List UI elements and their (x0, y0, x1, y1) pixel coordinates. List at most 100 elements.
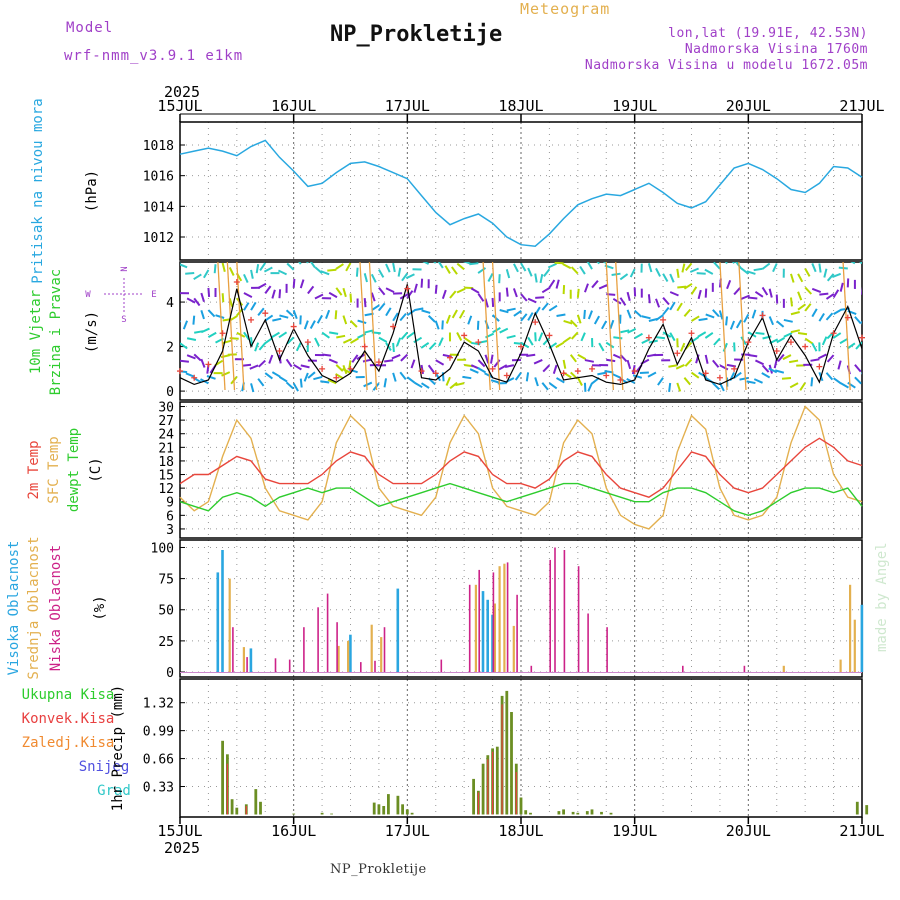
precip-bar-total (585, 811, 589, 815)
wind-barb (647, 263, 653, 273)
wind-barb (655, 267, 661, 277)
wind-barb (300, 364, 310, 369)
wind-barb (271, 371, 281, 378)
wind-barb (406, 376, 416, 384)
wind-streak (359, 262, 368, 391)
wind-barb (598, 342, 605, 352)
wind-barb (321, 353, 332, 357)
pressure-tick-label: 1014 (143, 200, 174, 215)
wind-barb (449, 290, 457, 299)
precip-bar-total (519, 797, 523, 815)
wind-barb (401, 272, 409, 282)
wind-barb (186, 354, 196, 360)
wind-barb (542, 364, 551, 373)
bottom-date-label: 15JUL (157, 822, 202, 840)
wind-barb (563, 319, 573, 325)
wind-barb (285, 381, 294, 390)
pressure-unit: (hPa) (84, 170, 100, 212)
cloud-bar-mid (849, 584, 852, 672)
wind-barb (313, 375, 323, 381)
wind-barb (207, 287, 211, 297)
wind-barb (309, 262, 316, 269)
wind-barb (463, 336, 473, 344)
wind-barb (698, 317, 708, 322)
wind-streak (226, 262, 236, 391)
wind-barb (631, 365, 636, 375)
wind-barb (221, 371, 231, 377)
wind-barb (548, 382, 558, 390)
wind-barb (811, 287, 822, 294)
wind-barb (186, 337, 197, 341)
cloud-bar-low (303, 627, 305, 672)
bottom-date-label: 19JUL (612, 822, 657, 840)
wind-barb (392, 262, 396, 273)
wind-barb (399, 312, 407, 322)
wind-barb (668, 364, 678, 368)
wind-barb (334, 310, 338, 320)
wind-barb (505, 269, 511, 279)
cloud-bar-low (587, 613, 589, 672)
wind-barb (580, 332, 586, 342)
wind-barb (655, 336, 666, 340)
wind-barb (570, 331, 579, 340)
wind-barb (490, 379, 500, 384)
wind-barb (378, 269, 385, 278)
gust-marker (489, 365, 496, 372)
gust-marker (304, 339, 311, 346)
wind-barb (203, 269, 210, 279)
wind-barb (823, 268, 828, 278)
wind-barb (641, 315, 651, 320)
wind-barb (562, 263, 572, 270)
wind-barb (676, 302, 683, 312)
wind-barb (363, 298, 367, 308)
wind-barb (320, 270, 330, 276)
wind-barb (484, 298, 489, 308)
wind-barb (739, 376, 749, 381)
wind-barb (669, 291, 679, 297)
wind-barb (185, 372, 195, 378)
wind-barb (755, 331, 765, 335)
wind-barb (773, 359, 778, 369)
wind-barb (484, 372, 494, 379)
wind-barb (456, 262, 465, 271)
wind-barb (576, 314, 582, 324)
lonlat-label: lon,lat (19.91E, 42.53N) (668, 26, 868, 41)
wind-barb (761, 262, 771, 270)
wind-barb (839, 282, 844, 292)
wind-barb (704, 268, 714, 275)
wind-barb (587, 382, 593, 392)
wind-barb (514, 372, 522, 381)
wind-barb (681, 263, 686, 273)
cloud-bar-low (516, 594, 518, 672)
wind-barb (399, 371, 407, 381)
wind-barb (421, 382, 430, 389)
wind-barb (450, 266, 458, 275)
cloud-bar-high (349, 634, 352, 673)
wind-barb (385, 287, 395, 294)
wind-barb (271, 331, 280, 339)
gust-marker (503, 372, 510, 379)
pressure-axis-title: Pritisak na nivou mora (30, 98, 46, 283)
precip-bar-total (855, 801, 859, 815)
gust-marker (688, 330, 695, 337)
gust-marker (361, 343, 368, 350)
wind-barb (576, 288, 580, 298)
cloud-unit: (%) (92, 595, 108, 620)
cloud-bar-high (216, 572, 220, 672)
cloud-bar-low (383, 627, 386, 672)
gust-marker (716, 374, 723, 381)
precip-bar-total (590, 809, 594, 815)
model-name: wrf-nmm_v3.9.1 e1km (64, 48, 244, 64)
wind-barb (725, 316, 729, 326)
wind-barb (539, 273, 544, 284)
cloud-bar-mid (337, 645, 340, 673)
wind-barb (743, 313, 750, 323)
precip-bar-total (230, 799, 234, 815)
cloud-bar-mid (370, 624, 373, 672)
precip-bar-total (524, 810, 528, 815)
wind-barb (669, 273, 675, 283)
wind-barb (378, 287, 386, 296)
temperature-frame (179, 401, 863, 539)
wind-barb (713, 262, 721, 270)
wind-barb (668, 382, 672, 393)
